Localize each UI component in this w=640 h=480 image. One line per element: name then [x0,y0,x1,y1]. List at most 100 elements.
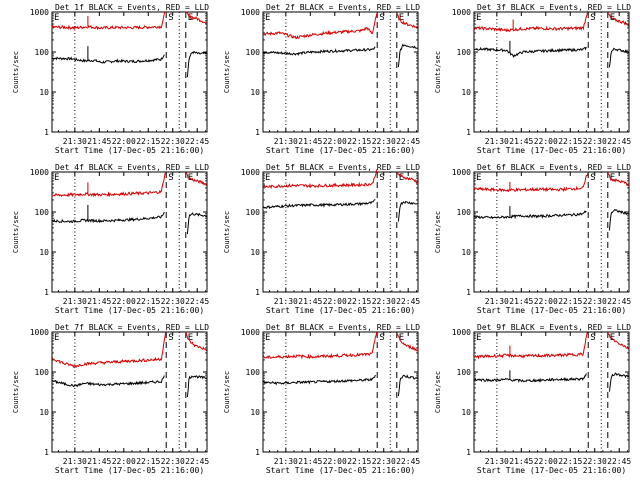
marker-label-e-left: E [476,333,481,343]
series-lld-late-trace [185,11,207,24]
x-tick-label: 22:30 [161,297,185,306]
series-lld-trace [473,173,589,193]
series-lld-late-trace [185,331,207,352]
x-tick-label: 22:00 [112,137,136,146]
series-lld-trace [51,172,167,198]
series-lld-trace [51,10,167,31]
marker-label-s: S [379,13,384,23]
x-tick-label: 22:15 [136,457,160,466]
marker-label-e-left: E [54,333,59,343]
y-tick-label: 1000 [241,328,260,337]
y-tick-label: 1 [255,448,260,457]
x-tick-label: 22:30 [372,297,396,306]
x-tick-label: 22:45 [396,137,420,146]
x-tick-label: 21:45 [298,297,322,306]
marker-label-e: E [399,13,404,23]
marker-label-s: S [379,173,384,183]
x-axis-label: Start Time (17-Dec-05 21:16:00) [266,146,415,155]
series-events-late-trace [186,375,207,398]
y-tick-label: 1 [255,288,260,297]
series-events-trace [474,46,587,58]
marker-label-e: E [610,333,615,343]
plot-frame [473,171,630,293]
x-tick-label: 22:45 [185,137,209,146]
series-events-trace [262,46,376,56]
y-tick-label: 1000 [241,8,260,17]
marker-label-s: S [168,173,173,183]
x-tick-label: 22:15 [136,137,160,146]
marker-label-e-left: E [265,333,270,343]
x-tick-label: 22:00 [112,297,136,306]
x-tick-label: 21:30 [274,137,298,146]
series-lld-late-trace [607,12,629,27]
x-tick-label: 22:15 [347,137,371,146]
marker-label-e: E [188,173,193,183]
series-events-trace [51,211,165,224]
y-tick-label: 10 [250,88,260,97]
y-tick-label: 100 [35,48,50,57]
x-tick-label: 21:45 [509,137,533,146]
panel-det-1: Det 1f BLACK = Events, RED = LLD 1 10 100 10… [12,3,209,155]
x-tick-label: 22:15 [347,457,371,466]
y-tick-label: 100 [246,368,261,377]
panel-title: Det 2f BLACK = Events, RED = LLD [266,3,420,12]
x-tick-label: 22:30 [583,457,607,466]
marker-label-e-left: E [265,173,270,183]
series-events-trace [262,374,376,386]
series-lld-trace [473,10,589,33]
marker-label-s: S [590,173,595,183]
x-tick-label: 22:15 [558,297,582,306]
marker-label-e: E [399,173,404,183]
x-axis-label: Start Time (17-Dec-05 21:16:00) [477,306,626,315]
x-tick-label: 22:45 [396,457,420,466]
x-tick-label: 21:45 [509,457,533,466]
x-axis-label: Start Time (17-Dec-05 21:16:00) [477,146,626,155]
plot-frame [473,11,630,133]
y-tick-label: 1 [255,128,260,137]
plot-frame [51,331,208,453]
x-tick-label: 22:45 [185,457,209,466]
panel-title: Det 8f BLACK = Events, RED = LLD [266,323,420,332]
panel-det-3: Det 3f BLACK = Events, RED = LLD 1 10 100 10… [434,3,631,155]
x-tick-label: 21:45 [87,137,111,146]
x-tick-label: 22:45 [607,137,631,146]
y-tick-label: 10 [39,248,49,257]
x-tick-label: 22:00 [534,457,558,466]
plot-frame [51,171,208,293]
y-tick-label: 1000 [452,168,471,177]
y-tick-label: 100 [35,368,50,377]
y-tick-label: 1 [466,128,471,137]
x-tick-label: 22:30 [583,297,607,306]
y-tick-label: 10 [39,408,49,417]
panel-title: Det 4f BLACK = Events, RED = LLD [55,163,209,172]
x-axis-label: Start Time (17-Dec-05 21:16:00) [55,466,204,475]
y-axis-label: Counts/sec [434,51,442,93]
x-tick-label: 22:45 [607,297,631,306]
series-events-late-trace [186,212,207,234]
marker-label-e-left: E [54,173,59,183]
panel-title: Det 6f BLACK = Events, RED = LLD [477,163,631,172]
y-tick-label: 1 [466,288,471,297]
marker-label-s: S [590,13,595,23]
marker-label-e: E [610,173,615,183]
x-tick-label: 22:45 [185,297,209,306]
marker-label-e-left: E [265,13,270,23]
y-tick-label: 1000 [30,168,49,177]
series-events-trace [51,54,165,64]
panel-title: Det 9f BLACK = Events, RED = LLD [477,323,631,332]
y-tick-label: 100 [457,48,472,57]
x-tick-label: 22:30 [372,457,396,466]
x-tick-label: 21:45 [87,297,111,306]
y-tick-label: 10 [39,88,49,97]
x-tick-label: 22:15 [558,457,582,466]
series-lld-trace [262,331,378,360]
y-axis-label: Counts/sec [12,211,20,253]
x-tick-label: 21:30 [63,457,87,466]
series-events-late-trace [397,43,418,68]
y-tick-label: 100 [457,368,472,377]
series-lld-late-trace [396,332,418,352]
x-tick-label: 22:15 [558,137,582,146]
y-tick-label: 1000 [452,328,471,337]
series-lld-late-trace [607,332,629,350]
x-axis-label: Start Time (17-Dec-05 21:16:00) [266,466,415,475]
